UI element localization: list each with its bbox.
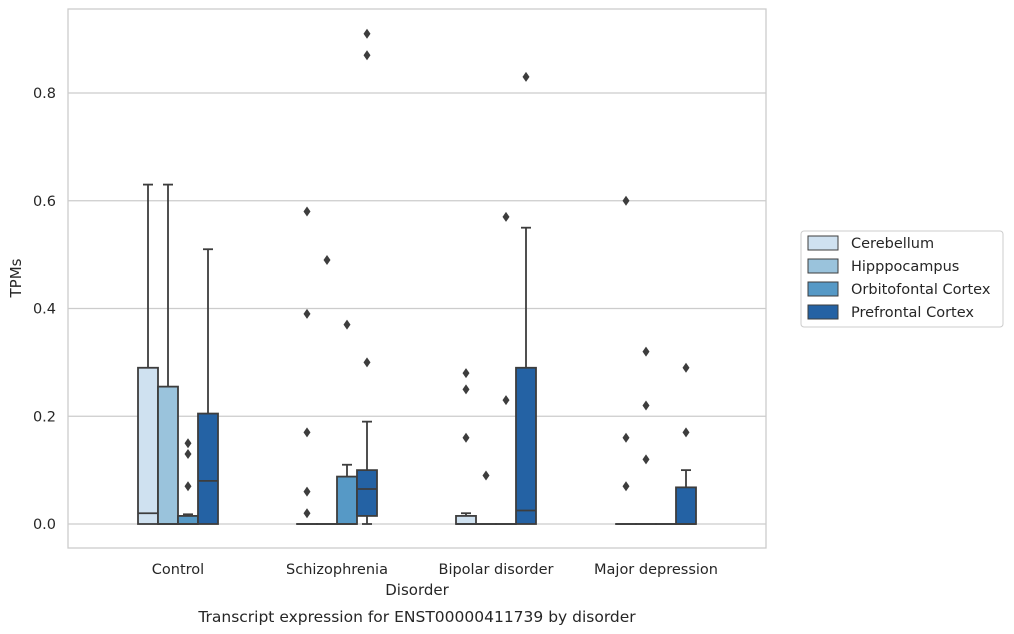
outlier-point: [502, 211, 510, 222]
y-tick-label: 0.6: [33, 194, 56, 210]
legend-label: Cerebellum: [851, 236, 934, 252]
box-body: [455, 515, 477, 525]
legend-label: Orbitofontal Cortex: [851, 282, 991, 298]
box-body: [356, 469, 378, 517]
box-prefrontal-cortex: [675, 362, 697, 525]
box-body: [157, 385, 179, 525]
box-prefrontal-cortex: [356, 28, 378, 525]
x-tick-label: Major depression: [594, 562, 718, 578]
outlier-point: [462, 432, 470, 443]
outlier-point: [343, 319, 351, 330]
outlier-point: [482, 470, 490, 481]
y-tick-label: 0.0: [33, 517, 56, 533]
outlier-point: [682, 427, 690, 438]
outlier-point: [303, 308, 311, 319]
y-axis-label: TPMs: [7, 258, 25, 298]
box-body: [515, 366, 537, 525]
outlier-point: [323, 255, 331, 266]
outlier-point: [184, 481, 192, 492]
box-body: [336, 475, 358, 525]
x-tick-labels: Control Schizophrenia Bipolar disorder Majo…: [152, 562, 718, 578]
chart-caption: Transcript expression for ENST0000041173…: [197, 608, 636, 626]
box-orbitofontal-cortex: [177, 438, 199, 525]
box-body: [675, 486, 697, 525]
box-series: [137, 28, 697, 525]
box-cerebellum: [137, 183, 159, 525]
y-tick-label: 0.8: [33, 86, 56, 102]
box-cerebellum: [296, 206, 318, 525]
y-tick-label: 0.2: [33, 409, 56, 425]
outlier-point: [682, 362, 690, 373]
box-body: [197, 412, 219, 525]
legend-swatch: [807, 258, 839, 274]
y-tick-label: 0.4: [33, 302, 56, 318]
outlier-point: [462, 384, 470, 395]
legend-swatch: [807, 304, 839, 320]
box-cerebellum: [615, 195, 637, 525]
outlier-point: [622, 481, 630, 492]
outlier-point: [522, 71, 530, 82]
box-cerebellum: [455, 368, 477, 525]
outlier-point: [303, 486, 311, 497]
outlier-point: [363, 50, 371, 61]
plot-frame: [67, 8, 767, 549]
box-orbitofontal-cortex: [336, 319, 358, 525]
outlier-point: [363, 28, 371, 39]
legend: Cerebellum Hipppocampus Orbitofontal Corte…: [800, 230, 1004, 328]
outlier-point: [642, 400, 650, 411]
outlier-point: [303, 427, 311, 438]
x-axis-label: Disorder: [385, 581, 449, 599]
box-hipppocampus: [635, 346, 657, 525]
outlier-point: [642, 346, 650, 357]
box-body: [177, 515, 199, 525]
outlier-point: [622, 195, 630, 206]
legend-label: Prefrontal Cortex: [851, 305, 974, 321]
outlier-point: [622, 432, 630, 443]
y-tick-labels: 0.0 0.2 0.4 0.6 0.8: [33, 86, 56, 533]
x-tick-label: Control: [152, 562, 204, 578]
legend-label: Hipppocampus: [851, 259, 959, 275]
outlier-point: [462, 368, 470, 379]
box-hipppocampus: [157, 183, 179, 525]
x-tick-label: Bipolar disorder: [439, 562, 554, 578]
box-body: [137, 366, 159, 525]
outlier-point: [303, 206, 311, 217]
outlier-point: [642, 454, 650, 465]
outlier-point: [363, 357, 371, 368]
legend-frame: [800, 230, 1004, 328]
box-prefrontal-cortex: [197, 248, 219, 525]
box-hipppocampus: [475, 470, 497, 525]
box-orbitofontal-cortex: [495, 211, 517, 525]
legend-swatch: [807, 281, 839, 297]
outlier-point: [303, 508, 311, 519]
box-hipppocampus: [316, 255, 338, 525]
outlier-point: [502, 395, 510, 406]
outlier-point: [184, 448, 192, 459]
box-prefrontal-cortex: [515, 71, 537, 525]
x-tick-label: Schizophrenia: [286, 562, 388, 578]
legend-swatch: [807, 235, 839, 251]
outlier-point: [184, 438, 192, 449]
